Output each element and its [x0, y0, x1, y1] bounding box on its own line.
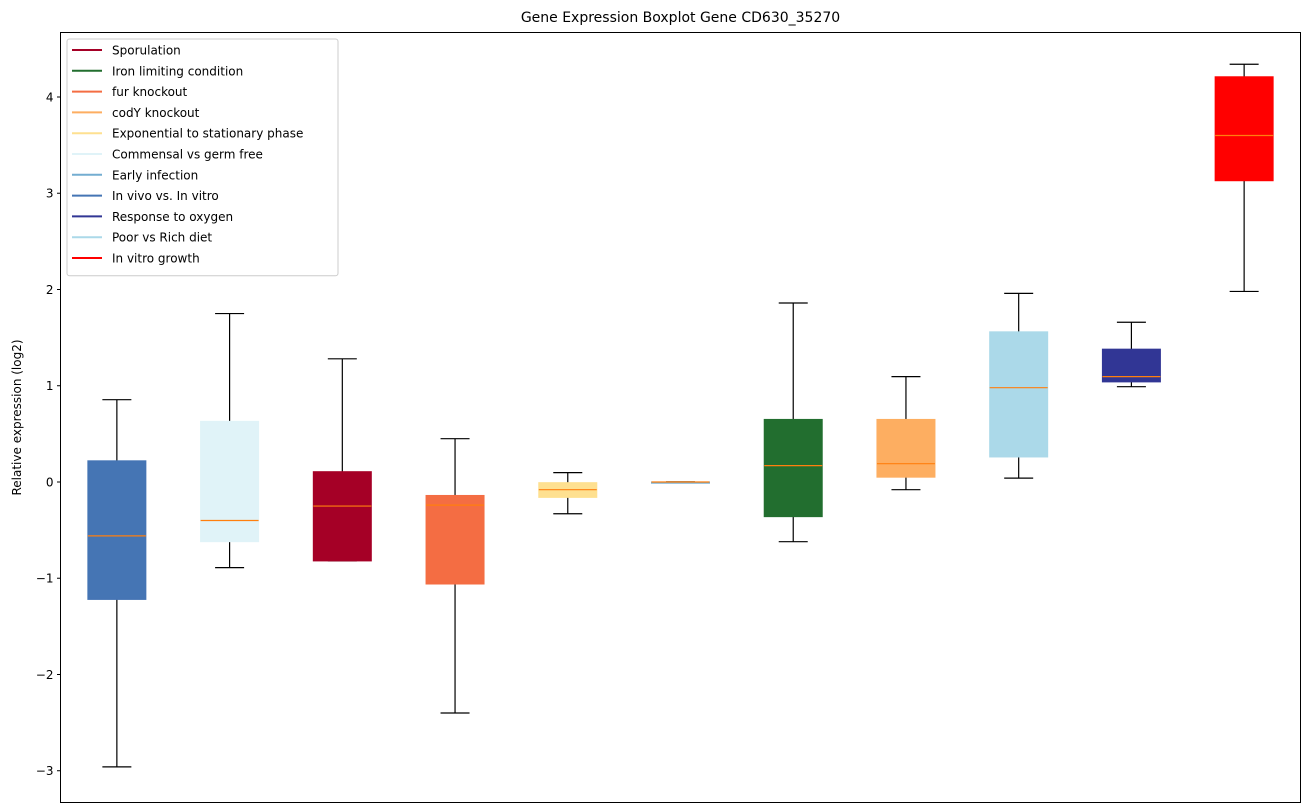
box-in-vivo-vs-in-vitro: [87, 399, 147, 768]
legend-label: Early infection: [112, 168, 198, 182]
y-tick-label: 0: [46, 475, 54, 489]
legend-item: In vitro growth: [72, 252, 200, 266]
chart-title: Gene Expression Boxplot Gene CD630_35270: [521, 10, 840, 26]
box-early-infection: [651, 481, 710, 484]
y-tick-label: 3: [46, 187, 54, 201]
legend-item: Early infection: [72, 168, 198, 182]
box-iqr: [200, 420, 260, 543]
y-tick-label: 1: [46, 379, 54, 393]
legend-label: Response to oxygen: [112, 210, 233, 224]
box-iqr: [87, 460, 147, 600]
box-iqr: [876, 418, 936, 478]
y-tick-label: 4: [46, 90, 54, 104]
legend-label: codY knockout: [112, 106, 200, 120]
box-sporulation: [312, 358, 372, 562]
legend-label: Commensal vs germ free: [112, 148, 263, 162]
legend-item: Exponential to stationary phase: [72, 127, 303, 141]
box-iqr: [312, 471, 372, 562]
legend-frame: [66, 38, 339, 277]
box-iqr: [763, 418, 823, 518]
legend-item: codY knockout: [72, 106, 200, 120]
box-poor-vs-rich-diet: [989, 292, 1049, 479]
legend-item: fur knockout: [72, 85, 188, 99]
axes-frame: [60, 32, 1301, 803]
legend-label: In vitro growth: [112, 252, 200, 266]
legend-item: In vivo vs. In vitro: [72, 189, 219, 203]
legend-label: fur knockout: [112, 85, 188, 99]
y-tick-label: −1: [36, 572, 54, 586]
box-iqr: [1214, 76, 1274, 182]
legend-item: Commensal vs germ free: [72, 148, 263, 162]
legend-item: Iron limiting condition: [72, 64, 243, 78]
box-iron-limiting-condition: [763, 302, 823, 543]
legend-label: Sporulation: [112, 44, 181, 58]
legend-label: Exponential to stationary phase: [112, 127, 303, 141]
box-response-to-oxygen: [1101, 321, 1161, 388]
legend-item: Response to oxygen: [72, 210, 233, 224]
legend: Sporulation Iron limiting condition fur kn…: [66, 38, 339, 277]
legend-label: In vivo vs. In vitro: [112, 189, 219, 203]
legend-label: Iron limiting condition: [112, 64, 243, 78]
boxes-group: [87, 63, 1274, 768]
legend-label: Poor vs Rich diet: [112, 231, 212, 245]
box-cody-knockout: [876, 375, 936, 491]
box-exponential-to-stationary-phase: [538, 472, 598, 515]
box-in-vitro-growth: [1214, 63, 1274, 293]
box-iqr: [989, 331, 1049, 458]
y-axis: −3 −2 −1 0 1 2 3 4: [36, 90, 61, 778]
y-tick-label: 2: [46, 283, 54, 297]
legend-item: Poor vs Rich diet: [72, 231, 212, 245]
box-iqr: [425, 494, 485, 585]
legend-item: Sporulation: [72, 44, 181, 58]
y-tick-label: −2: [36, 668, 54, 682]
y-axis-label: Relative expression (log2): [10, 339, 24, 495]
y-tick-label: −3: [36, 764, 54, 778]
box-commensal-vs-germ-free: [200, 312, 260, 569]
box-fur-knockout: [425, 438, 485, 714]
